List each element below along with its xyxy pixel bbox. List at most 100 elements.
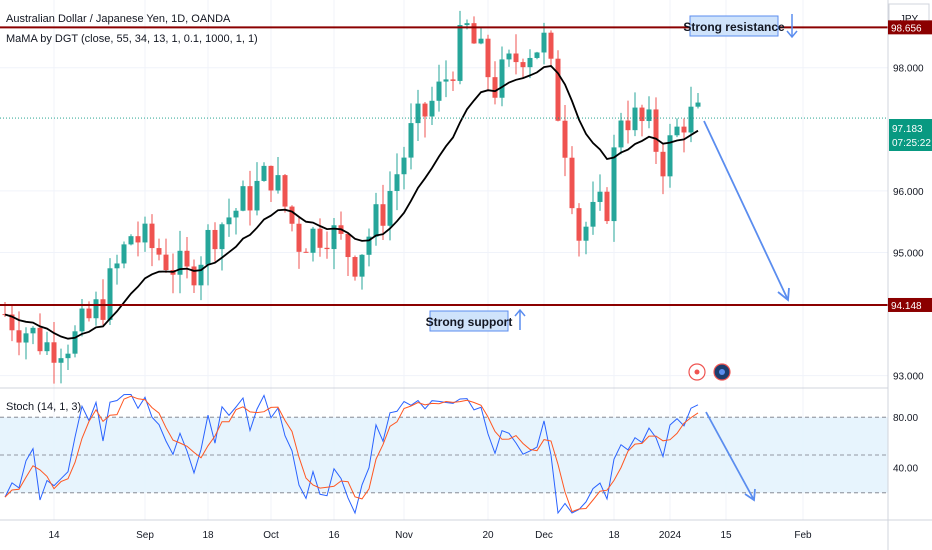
candle-body[interactable]: [128, 236, 134, 245]
candle-body[interactable]: [674, 126, 680, 136]
candle-body[interactable]: [513, 53, 519, 63]
candle-body[interactable]: [65, 353, 71, 359]
candle-body[interactable]: [205, 229, 211, 265]
candle-body[interactable]: [569, 157, 575, 209]
candle-body[interactable]: [597, 191, 603, 202]
candle-body[interactable]: [576, 208, 582, 241]
candle-body[interactable]: [436, 81, 442, 101]
support-callout[interactable]: [429, 310, 509, 332]
candle-body[interactable]: [142, 223, 148, 243]
candle-body[interactable]: [296, 223, 302, 252]
candle-body[interactable]: [233, 210, 239, 218]
candle-body[interactable]: [324, 247, 330, 250]
candle-body[interactable]: [660, 151, 666, 177]
candle-body[interactable]: [527, 57, 533, 68]
candle-body[interactable]: [156, 248, 162, 255]
candle-body[interactable]: [366, 236, 372, 255]
candle-body[interactable]: [226, 217, 232, 225]
candle-body[interactable]: [212, 229, 218, 250]
candle-body[interactable]: [275, 175, 281, 191]
candle-body[interactable]: [93, 299, 99, 319]
candle-body[interactable]: [443, 79, 449, 82]
candle-body[interactable]: [37, 327, 43, 352]
forecast-arrow-price-icon[interactable]: [703, 120, 790, 302]
candle-body[interactable]: [555, 58, 561, 121]
candle-body[interactable]: [191, 266, 197, 286]
candle-body[interactable]: [387, 190, 393, 226]
candle-body[interactable]: [653, 109, 659, 152]
candle-body[interactable]: [184, 250, 190, 267]
candle-body[interactable]: [422, 103, 428, 117]
candle-body[interactable]: [240, 186, 246, 211]
candle-body[interactable]: [352, 257, 358, 277]
candle-body[interactable]: [394, 174, 400, 191]
candle-body[interactable]: [331, 225, 337, 250]
candle-body[interactable]: [261, 165, 267, 181]
candle-body[interactable]: [121, 244, 127, 264]
candle-body[interactable]: [408, 123, 414, 158]
candle-body[interactable]: [79, 308, 85, 332]
candle-body[interactable]: [618, 120, 624, 148]
candle-body[interactable]: [72, 331, 78, 354]
candle-body[interactable]: [100, 299, 106, 320]
candle-body[interactable]: [30, 327, 36, 334]
symbol-title[interactable]: Australian Dollar / Japanese Yen, 1D, OA…: [6, 13, 231, 25]
candle-body[interactable]: [520, 62, 526, 68]
candle-body[interactable]: [639, 107, 645, 122]
candle-body[interactable]: [373, 204, 379, 237]
candle-body[interactable]: [86, 308, 92, 319]
candle-body[interactable]: [611, 147, 617, 222]
candle-body[interactable]: [471, 23, 477, 44]
candle-body[interactable]: [604, 191, 610, 222]
candle-body[interactable]: [429, 100, 435, 117]
candle-body[interactable]: [254, 180, 260, 211]
candle-body[interactable]: [541, 32, 547, 53]
candle-body[interactable]: [562, 120, 568, 158]
candle-body[interactable]: [303, 251, 309, 253]
stoch-axis[interactable]: 80.00 40.00: [893, 413, 918, 474]
candle-body[interactable]: [51, 342, 57, 363]
price-axis[interactable]: 98.000 96.000 95.000 93.000: [893, 64, 924, 383]
candle-body[interactable]: [219, 224, 225, 250]
candle-body[interactable]: [457, 25, 463, 81]
resistance-callout[interactable]: [689, 15, 779, 37]
candle-body[interactable]: [317, 228, 323, 248]
candle-body[interactable]: [177, 250, 183, 275]
candle-body[interactable]: [345, 233, 351, 258]
candle-body[interactable]: [590, 201, 596, 227]
candle-body[interactable]: [632, 107, 638, 131]
dividend-event-icon[interactable]: [688, 363, 706, 381]
candle-body[interactable]: [149, 223, 155, 249]
forecast-arrow-stoch-icon[interactable]: [705, 411, 756, 502]
candle-body[interactable]: [583, 226, 589, 241]
stoch-title[interactable]: Stoch (14, 1, 3): [6, 401, 81, 413]
candle-body[interactable]: [282, 175, 288, 207]
candle-body[interactable]: [464, 23, 470, 26]
candle-body[interactable]: [268, 165, 274, 191]
candle-body[interactable]: [23, 333, 29, 343]
candle-body[interactable]: [688, 106, 694, 133]
resistance-arrow-icon[interactable]: [786, 14, 798, 39]
candle-body[interactable]: [58, 358, 64, 363]
candle-body[interactable]: [16, 330, 22, 343]
candle-body[interactable]: [506, 53, 512, 60]
candle-body[interactable]: [135, 236, 141, 243]
candle-body[interactable]: [485, 38, 491, 78]
indicator-title[interactable]: MaMA by DGT (close, 55, 34, 13, 1, 0.1, …: [6, 33, 258, 45]
candle-body[interactable]: [499, 59, 505, 98]
candle-body[interactable]: [163, 254, 169, 271]
candle-body[interactable]: [289, 206, 295, 224]
candle-body[interactable]: [9, 314, 15, 331]
candle-body[interactable]: [359, 254, 365, 277]
candle-body[interactable]: [667, 135, 673, 177]
candle-body[interactable]: [310, 228, 316, 253]
candle-body[interactable]: [492, 77, 498, 98]
support-arrow-icon[interactable]: [514, 308, 526, 330]
candle-body[interactable]: [681, 126, 687, 133]
candle-body[interactable]: [450, 79, 456, 81]
candle-body[interactable]: [695, 102, 701, 107]
candle-body[interactable]: [107, 268, 113, 320]
candle-body[interactable]: [548, 32, 554, 59]
candle-body[interactable]: [114, 263, 120, 269]
candle-body[interactable]: [478, 38, 484, 44]
